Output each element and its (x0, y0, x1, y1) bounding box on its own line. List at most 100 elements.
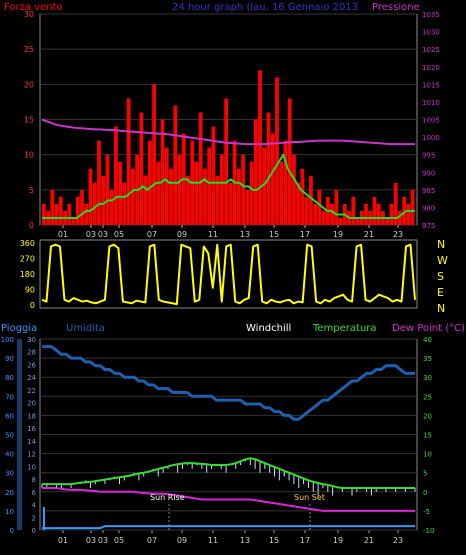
rain-y-tick: 80 (5, 374, 14, 382)
humidity-y-tick: 12 (27, 451, 36, 459)
wind-x-tick: 09 (177, 230, 187, 239)
wind-bar (258, 70, 262, 226)
rain-y-tick: 40 (5, 451, 14, 459)
dewpoint-label: Dew Point (°C) (392, 323, 465, 334)
wind-bar (317, 189, 322, 225)
humidity-y-tick: 8 (32, 476, 36, 484)
pressure-y-tick: 985 (422, 187, 435, 195)
temperature-y-tick: 35 (423, 355, 432, 363)
temperature-y-tick: 30 (423, 374, 432, 382)
wind-bar (80, 189, 84, 225)
direction-y-tick: 360 (20, 239, 35, 248)
climate-x-tick: 13 (240, 536, 250, 545)
wind-bar (313, 203, 318, 225)
direction-y-tick: 90 (25, 286, 35, 295)
humidity-y-tick: 2 (32, 514, 36, 522)
wind-bar (92, 182, 97, 225)
pressure-y-tick: 1015 (422, 81, 440, 89)
wind-bar (84, 203, 89, 225)
wind-bar (173, 105, 178, 225)
wind-x-tick: 07 (147, 230, 157, 239)
wind-y-tick: 5 (29, 186, 34, 195)
wind-bar (211, 126, 216, 225)
temperature-y-tick: 40 (423, 336, 432, 344)
climate-x-tick: 01 (58, 536, 68, 545)
wind-bar (42, 203, 46, 225)
humidity-y-tick: 30 (27, 336, 36, 344)
wind-bar (156, 161, 161, 225)
windchill-label: Windchill (246, 323, 291, 334)
wind-bar (126, 98, 131, 225)
wind-x-tick: 17 (300, 230, 310, 239)
wind-bar (334, 189, 339, 225)
pressure-line (41, 118, 415, 146)
wind-bar (164, 147, 169, 225)
rain-y-tick: 30 (5, 470, 14, 478)
grid-layer (40, 13, 417, 533)
wind-bar (97, 140, 101, 225)
wind-bar (364, 203, 368, 225)
wind-y-tick: 20 (24, 80, 34, 89)
wind-bar (122, 182, 127, 225)
pressure-y-tick: 1020 (422, 64, 440, 72)
wind-bar (139, 112, 144, 225)
rain-y-tick: 20 (5, 489, 14, 497)
wind-y-tick: 0 (29, 221, 34, 230)
humidity-y-tick: 18 (27, 412, 36, 420)
rain-y-tick: 0 (10, 527, 14, 535)
wind-y-tick: 30 (24, 10, 34, 19)
pressure-y-tick: 990 (422, 169, 435, 177)
wind-axis-label: Forza vento (4, 2, 63, 13)
wind-bar (402, 196, 407, 225)
wind-bar (321, 210, 326, 225)
wind-bar (270, 133, 275, 225)
wind-bar (309, 175, 313, 225)
temperature-y-tick: 5 (423, 470, 427, 478)
climate-x-tick: 23 (393, 536, 403, 545)
humidity-line (42, 345, 415, 421)
rain-y-tick: 60 (5, 412, 14, 420)
wind-bar (75, 196, 80, 225)
wind-y-tick: 10 (24, 151, 34, 160)
rain-label: Pioggia (1, 323, 37, 334)
wind-bar (376, 203, 381, 225)
climate-x-tick: 03 (98, 536, 108, 545)
wind-bar (228, 182, 233, 225)
pressure-y-tick: 1025 (422, 46, 440, 54)
temperature-y-tick: 0 (423, 489, 427, 497)
pressure-y-tick: 1000 (422, 134, 440, 142)
dir-label-s: S (437, 270, 444, 283)
wind-bar (300, 168, 305, 225)
humidity-y-tick: 20 (27, 400, 36, 408)
wind-bar (410, 189, 415, 225)
wind-x-tick: 01 (58, 230, 68, 239)
temperature-line (42, 457, 415, 489)
pressure-y-tick: 1030 (422, 29, 440, 37)
wind-bar (398, 210, 402, 225)
temperature-label: Temperatura (312, 323, 377, 334)
pressure-axis-label: Pressione (372, 2, 420, 13)
wind-bar (215, 175, 220, 225)
dir-label-w: W (437, 254, 448, 267)
direction-y-tick: 0 (30, 301, 35, 310)
tick-labels-layer: 0510152025309759809859909951000100510101… (1, 10, 440, 545)
wind-bar (249, 161, 254, 225)
wind-x-tick: 21 (364, 230, 374, 239)
climate-x-tick: 17 (300, 536, 310, 545)
wind-bar (109, 189, 114, 225)
wind-bar (266, 112, 271, 225)
wind-bar (292, 154, 296, 225)
pressure-y-tick: 1010 (422, 99, 440, 107)
wind-y-tick: 15 (24, 116, 34, 125)
wind-bar (279, 161, 284, 225)
wind-bar (88, 168, 93, 225)
climate-x-tick: 09 (177, 536, 187, 545)
humidity-y-tick: 14 (27, 438, 36, 446)
pressure-y-tick: 995 (422, 152, 435, 160)
temperature-y-tick: 15 (423, 432, 432, 440)
climate-x-tick: 07 (147, 536, 157, 545)
wind-bar (355, 217, 360, 225)
wind-bar (330, 203, 334, 225)
wind-bar (406, 203, 411, 225)
